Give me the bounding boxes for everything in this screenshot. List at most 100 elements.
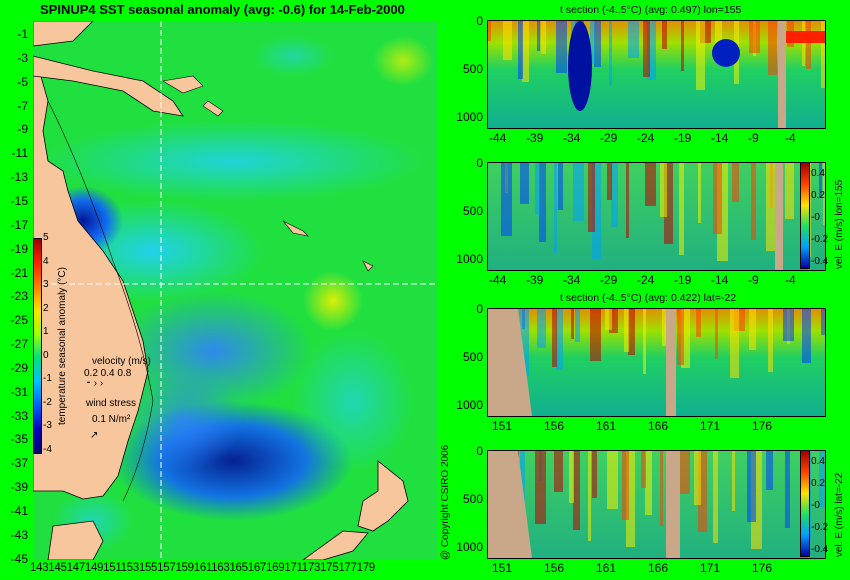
lat-tick: -13 [10,170,28,185]
map-title: SPINUP4 SST seasonal anomaly (avg: -0.6)… [40,2,405,17]
section-x-tick: -34 [563,131,581,145]
section-x-tick: -14 [711,131,729,145]
section-x-tick: 161 [596,561,617,575]
velocity-colorbar-tick: -0.2 [811,234,829,245]
section-x-tick: 156 [544,419,565,433]
section-x-tick: -29 [600,273,618,287]
section-x-tick: 171 [700,561,721,575]
copyright: @ Copyright CSIRO 2006 [440,444,451,560]
velocity-legend-title: velocity (m/s) [92,356,151,367]
velocity-colorbar-tick: -0.2 [811,522,829,533]
section-y-tick: 1000 [456,540,483,554]
section-x-tick: 166 [648,561,669,575]
colorbar-tick: 4 [43,255,49,267]
colorbar-tick: -4 [43,443,52,455]
section-x-tick: -39 [526,131,544,145]
lat-tick: -19 [10,241,28,256]
lat-tick: -21 [10,265,28,280]
section-x-tick: -29 [600,131,618,145]
section-x-tick: -14 [711,273,729,287]
lat-tick: -15 [10,193,28,208]
velocity-colorbar-tick: 0.2 [811,190,825,201]
section-x-tick: 151 [492,419,513,433]
sst-map [33,21,438,560]
lat-tick: -45 [10,551,28,566]
velocity-colorbar-tick: -0 [811,500,820,511]
colorbar-tick: -2 [43,396,52,408]
wind-stress-title: wind stress [86,398,137,409]
lat-tick: -37 [10,456,28,471]
colorbar-tick: -3 [43,420,52,431]
velocity-colorbar-tick: 0.2 [811,478,825,489]
lat-tick: -1 [17,27,28,41]
map-colorbar [33,238,42,454]
lat-tick: -43 [10,527,28,542]
velocity-arrows-icon: ⁃ › › [86,378,104,389]
section-x-tick: -19 [674,273,692,287]
velocity-colorbar [800,162,810,269]
section-plot [487,162,826,271]
wind-stress-value: 0.1 N/m² [92,414,131,425]
colorbar-tick: 0 [43,349,49,361]
lat-tick: -5 [17,74,28,89]
section-y-tick: 500 [462,204,483,218]
colorbar-tick: 5 [43,232,49,243]
section-y-tick: 0 [476,444,483,458]
colorbar-tick: -1 [43,373,52,384]
section-x-tick: -39 [526,273,544,287]
section-y-tick: 500 [462,62,483,76]
section-x-tick: -44 [489,273,507,287]
section-y-tick: 1000 [456,398,483,412]
section-y-tick: 0 [476,14,483,28]
section-plot [487,450,826,559]
colorbar-tick: 1 [43,326,49,337]
lat-tick: -9 [17,122,28,137]
section-x-tick: -34 [563,273,581,287]
wind-stress-arrow-icon: ↗ [90,430,99,441]
lat-tick: -35 [10,432,28,447]
lat-tick: -3 [17,50,28,65]
section-y-tick: 0 [476,156,483,170]
lat-tick: -31 [10,384,28,399]
velocity-colorbar [800,450,810,557]
section-y-tick: 0 [476,302,483,316]
lat-tick: -33 [10,408,28,423]
section-y-tick: 1000 [456,252,483,266]
section-x-tick: -4 [785,131,796,145]
lat-tick: -39 [10,480,28,495]
section-x-tick: 166 [648,419,669,433]
lat-tick: -25 [10,313,28,328]
section-x-tick: -9 [748,131,759,145]
colorbar-tick: 3 [43,279,49,290]
section-x-tick: 151 [492,561,513,575]
section-y-tick: 1000 [456,110,483,124]
section-x-tick: 171 [700,419,721,433]
lat-tick: -23 [10,289,28,304]
section-x-tick: -24 [637,273,655,287]
section-y-tick: 500 [462,350,483,364]
section-x-tick: -4 [785,273,796,287]
section-x-tick: -24 [637,131,655,145]
lat-tick: -11 [11,146,28,161]
velocity-colorbar-tick: -0 [811,212,820,223]
lat-tick: -17 [10,217,28,232]
velocity-colorbar-label: vel. E (m/s) lat=-22 [834,472,845,557]
velocity-legend-values: 0.2 0.4 0.8 [84,368,132,379]
section-title: t section (-4..5°C) (avg: 0.422) lat=-22 [560,292,737,304]
lat-tick: -27 [10,337,28,352]
velocity-colorbar-tick: 0.4 [811,168,825,179]
colorbar-tick: 2 [43,302,49,314]
section-x-tick: 176 [752,419,773,433]
section-y-tick: 500 [462,492,483,506]
section-plot [487,308,826,417]
velocity-colorbar-label: vel. E (m/s) lon=155 [834,179,845,269]
section-x-tick: -19 [674,131,692,145]
velocity-colorbar-tick: 0.4 [811,456,825,467]
lat-tick: -41 [10,504,28,518]
section-x-tick: 176 [752,561,773,575]
lon-tick-labels: 1431451471491511531551571591611631651671… [30,562,375,574]
section-x-tick: -44 [489,131,507,145]
velocity-colorbar-tick: -0.4 [811,256,829,267]
lat-tick: -29 [10,360,28,375]
lat-tick: -7 [17,98,28,113]
